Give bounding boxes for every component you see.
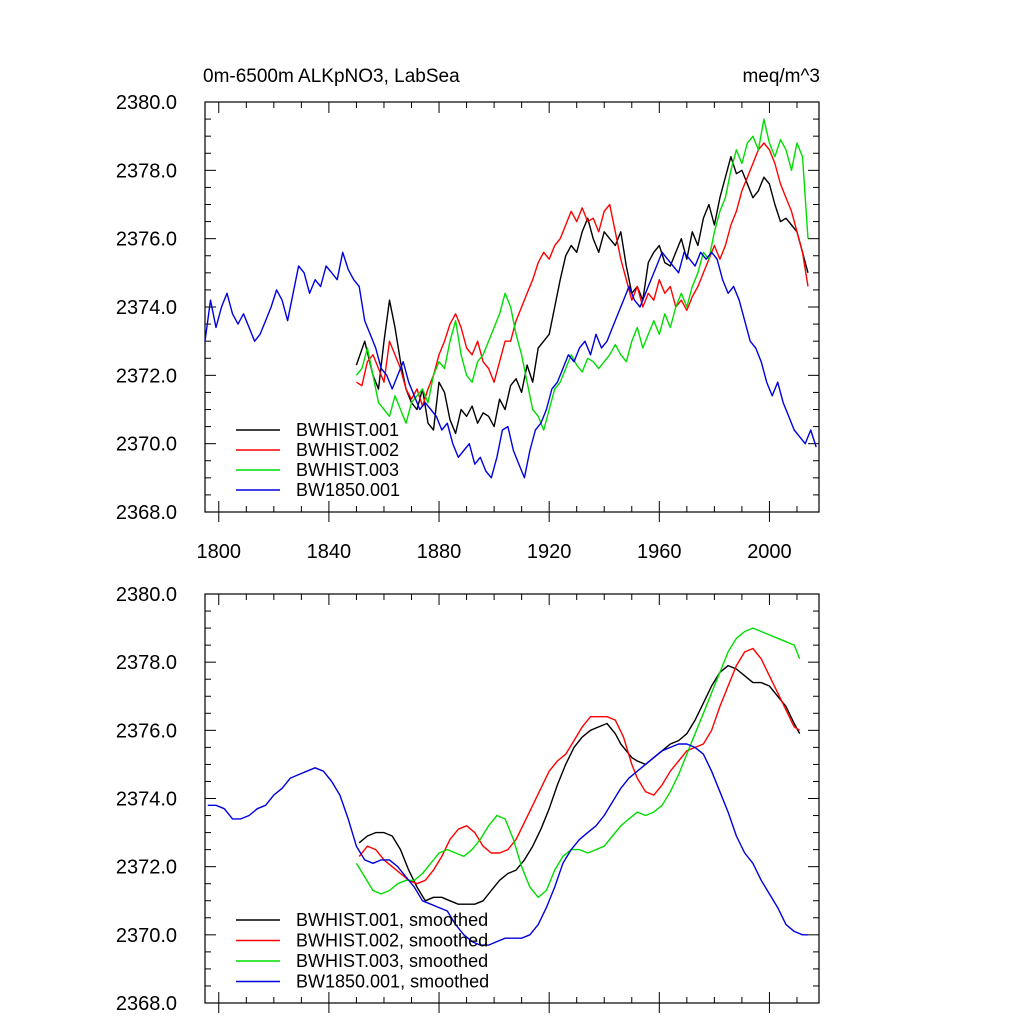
y-tick-label: 2376.0 xyxy=(116,720,177,742)
legend-label: BWHIST.003 xyxy=(296,460,399,480)
x-tick-label: 1840 xyxy=(307,541,352,563)
x-tick-label: 1960 xyxy=(637,541,682,563)
series-line-bw1850-001 xyxy=(204,251,817,479)
y-tick-label: 2374.0 xyxy=(116,297,177,319)
legend-label: BWHIST.001 xyxy=(296,420,399,440)
chart-units: meq/m^3 xyxy=(742,66,820,87)
series-line-bwhist-002 xyxy=(358,647,801,885)
y-tick-label: 2374.0 xyxy=(116,789,177,811)
legend-label: BW1850.001 xyxy=(296,480,400,500)
y-tick-label: 2370.0 xyxy=(116,925,177,947)
chart-title: 0m-6500m ALKpNO3, LabSea xyxy=(203,66,460,87)
series-line-bwhist-002 xyxy=(356,142,809,407)
series-line-bwhist-001 xyxy=(358,664,801,905)
legend-label: BWHIST.002, smoothed xyxy=(296,931,488,951)
y-tick-label: 2368.0 xyxy=(116,502,177,524)
y-tick-label: 2370.0 xyxy=(116,434,177,456)
y-tick-label: 2368.0 xyxy=(116,993,177,1015)
x-tick-label: 2000 xyxy=(747,541,792,563)
series-line-bwhist-001 xyxy=(355,155,809,435)
x-tick-label: 1880 xyxy=(417,541,462,563)
series-line-bwhist-003 xyxy=(355,118,809,431)
y-tick-label: 2372.0 xyxy=(116,857,177,879)
x-tick-label: 1800 xyxy=(197,541,242,563)
chart-panel-2: 2368.0 2370.0 2372.0 2374.0 2376.0 2378.0 2380… xyxy=(116,584,820,1015)
y-tick-label: 2372.0 xyxy=(116,365,177,387)
legend-label: BW1850.001, smoothed xyxy=(296,972,489,992)
chart-panel-1: 2368.0 2370.0 2372.0 2374.0 2376.0 2378.0 2380… xyxy=(116,66,820,563)
y-tick-label: 2380.0 xyxy=(116,92,177,114)
y-tick-label: 2380.0 xyxy=(116,584,177,606)
y-tick-label: 2378.0 xyxy=(116,652,177,674)
legend-label: BWHIST.001, smoothed xyxy=(296,910,488,930)
legend-label: BWHIST.002 xyxy=(296,440,399,460)
series-line-bw1850-001 xyxy=(207,743,808,946)
x-tick-label: 1920 xyxy=(527,541,572,563)
y-tick-label: 2378.0 xyxy=(116,160,177,182)
series-line-bwhist-003 xyxy=(355,627,801,898)
y-tick-label: 2376.0 xyxy=(116,229,177,251)
legend-label: BWHIST.003, smoothed xyxy=(296,951,488,971)
